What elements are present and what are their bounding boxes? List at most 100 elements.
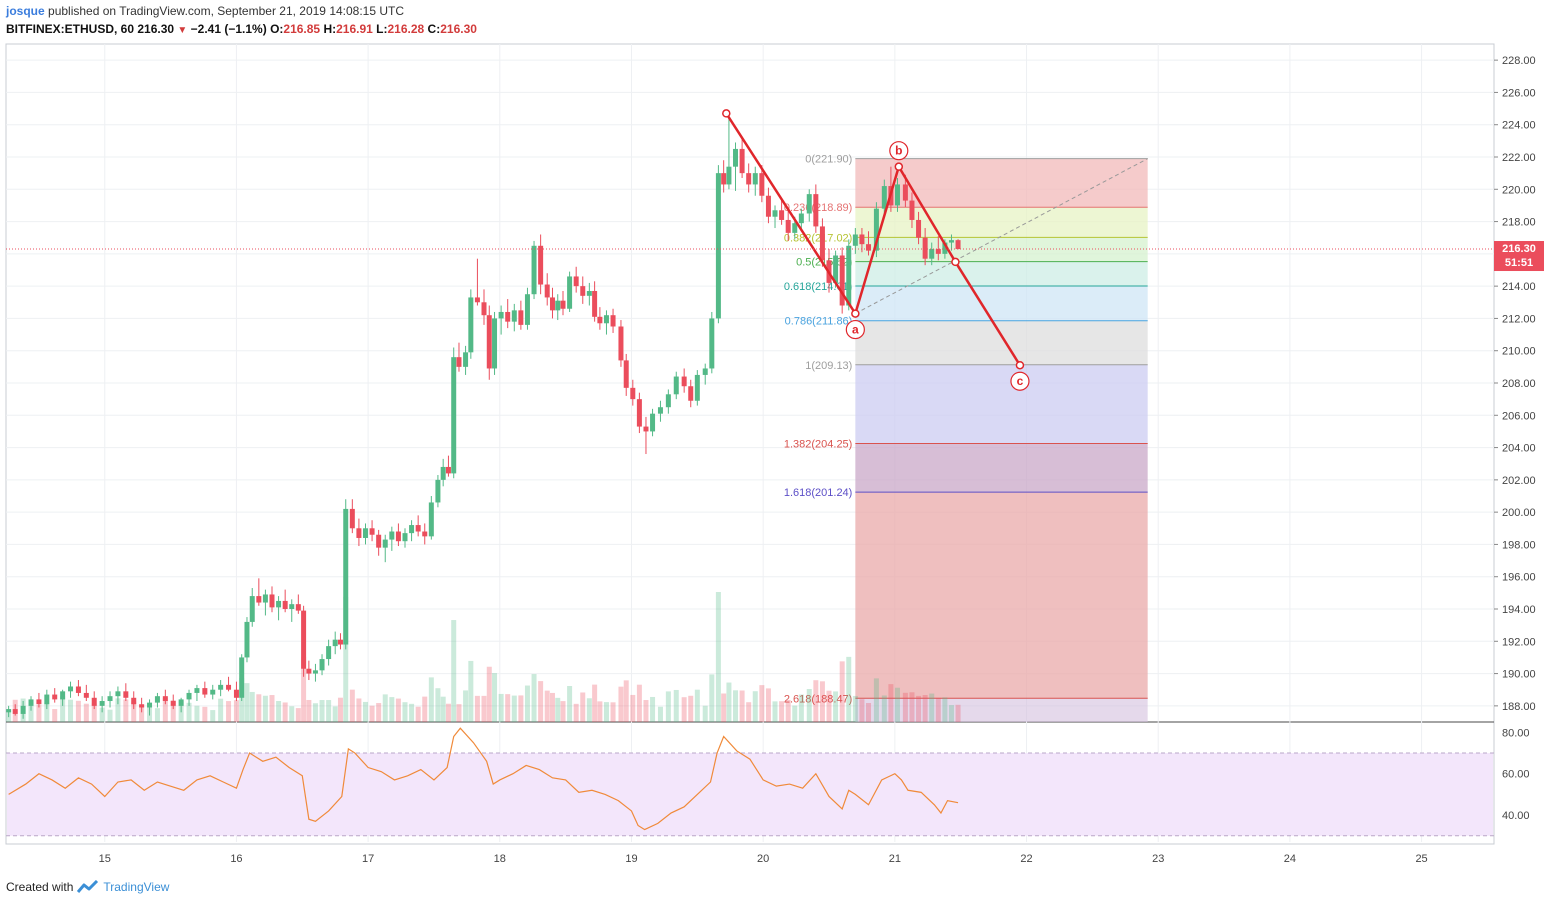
rsi-line (8, 727, 959, 831)
volume-bar (337, 697, 343, 722)
close-label: C: (427, 22, 441, 36)
candle-body (573, 276, 579, 287)
wave-point (894, 162, 904, 171)
last-price: 216.30 (137, 22, 175, 36)
volume-bar (356, 698, 362, 722)
fib-level-label: 1.382(204.25) (784, 439, 853, 451)
candle-body (451, 357, 457, 474)
volume-bar (881, 695, 887, 722)
badge-price-text: 216.30 (1502, 243, 1536, 255)
fib-level-label: 0.5(215.52) (796, 257, 852, 269)
fib-level-label: 0.786(211.86) (785, 316, 853, 328)
volume-bar (362, 701, 368, 722)
volume-bar (435, 688, 441, 722)
candle-body (244, 621, 250, 658)
volume-bar (52, 709, 58, 722)
high-label: H: (323, 22, 337, 36)
candle-body (839, 255, 845, 306)
candle-body (492, 318, 498, 369)
volume-bar (262, 695, 268, 722)
volume-bar (276, 701, 282, 722)
volume-bar (709, 674, 715, 722)
y-tick-label: 226.00 (1502, 87, 1536, 99)
volume-bar (610, 702, 616, 722)
candle-body (560, 300, 566, 309)
volume-bar (560, 701, 566, 722)
y-tick-label: 214.00 (1502, 281, 1536, 293)
last-price-badge (1494, 241, 1544, 272)
candle-body (83, 692, 89, 698)
volume-bar (170, 700, 176, 722)
volume-bar (597, 701, 603, 722)
candle-body (866, 244, 872, 251)
volume-bar (186, 702, 192, 722)
publisher-username[interactable]: josque (6, 4, 45, 18)
volume-bar (28, 702, 34, 722)
volume-bar (859, 699, 865, 722)
tradingview-logo-icon (77, 880, 99, 893)
candle-body (226, 684, 232, 690)
volume-bar (415, 706, 421, 722)
volume-bar (60, 695, 66, 722)
candle-body (779, 210, 785, 220)
volume-bar (518, 695, 524, 722)
volume-bar (226, 701, 232, 722)
wave-point (951, 257, 960, 267)
candle-body (468, 297, 474, 353)
volume-bar (765, 688, 771, 722)
volume-bar (210, 710, 216, 722)
volume-bar (194, 705, 200, 722)
publisher-line: josque published on TradingView.com, Sep… (6, 4, 404, 18)
candle-body (846, 245, 852, 306)
fib-zone (855, 492, 1148, 699)
candle-body (68, 686, 74, 692)
candle-body (665, 394, 671, 408)
volume-bar (131, 701, 137, 722)
volume-bar (332, 706, 338, 722)
candle-body (752, 173, 758, 185)
high-value: 216.91 (336, 22, 373, 36)
volume-bar (798, 694, 804, 722)
x-tick-label: 23 (1152, 853, 1164, 865)
symbol-label[interactable]: BITFINEX:ETHUSD, 60 (6, 22, 135, 36)
volume-bar (586, 698, 592, 722)
volume-bar (715, 592, 721, 722)
x-tick-label: 22 (1020, 853, 1032, 865)
volume-bar (739, 690, 745, 722)
abc-wave: a b c (722, 109, 1030, 391)
volume-bar (894, 687, 900, 722)
candle-body (202, 688, 208, 695)
candle-body (694, 374, 700, 401)
volume-bar (481, 695, 487, 722)
candle-body (610, 315, 616, 327)
volume-bar (702, 705, 708, 722)
volume-bar (888, 684, 894, 722)
volume-bar (498, 693, 504, 722)
y-tick-label: 192.00 (1502, 636, 1536, 648)
candle-body (123, 691, 129, 698)
y-tick-label: 218.00 (1502, 217, 1536, 229)
y-tick-label: 210.00 (1502, 346, 1536, 358)
candle-body (395, 531, 401, 542)
candle-body (929, 249, 935, 259)
volume-bar (162, 698, 168, 722)
candle-body (785, 219, 791, 233)
volume-bar (269, 695, 275, 722)
candles (6, 115, 961, 719)
volume-bar (929, 693, 935, 722)
x-tick-label: 15 (99, 853, 111, 865)
candle-body (312, 670, 318, 674)
rsi-tick-label: 40.00 (1502, 810, 1530, 822)
volume-bar (852, 695, 858, 722)
tradingview-brand[interactable]: TradingView (103, 880, 170, 894)
volume-bar (567, 686, 573, 722)
candle-body (859, 234, 865, 245)
fib-level-label: 0.382(217.02) (784, 232, 853, 244)
volume-bar (935, 697, 941, 722)
volume-bar (319, 700, 325, 722)
volume-bar (233, 700, 239, 722)
candle-body (948, 240, 954, 243)
volume-bar (785, 699, 791, 722)
fib-zone (855, 364, 1148, 444)
